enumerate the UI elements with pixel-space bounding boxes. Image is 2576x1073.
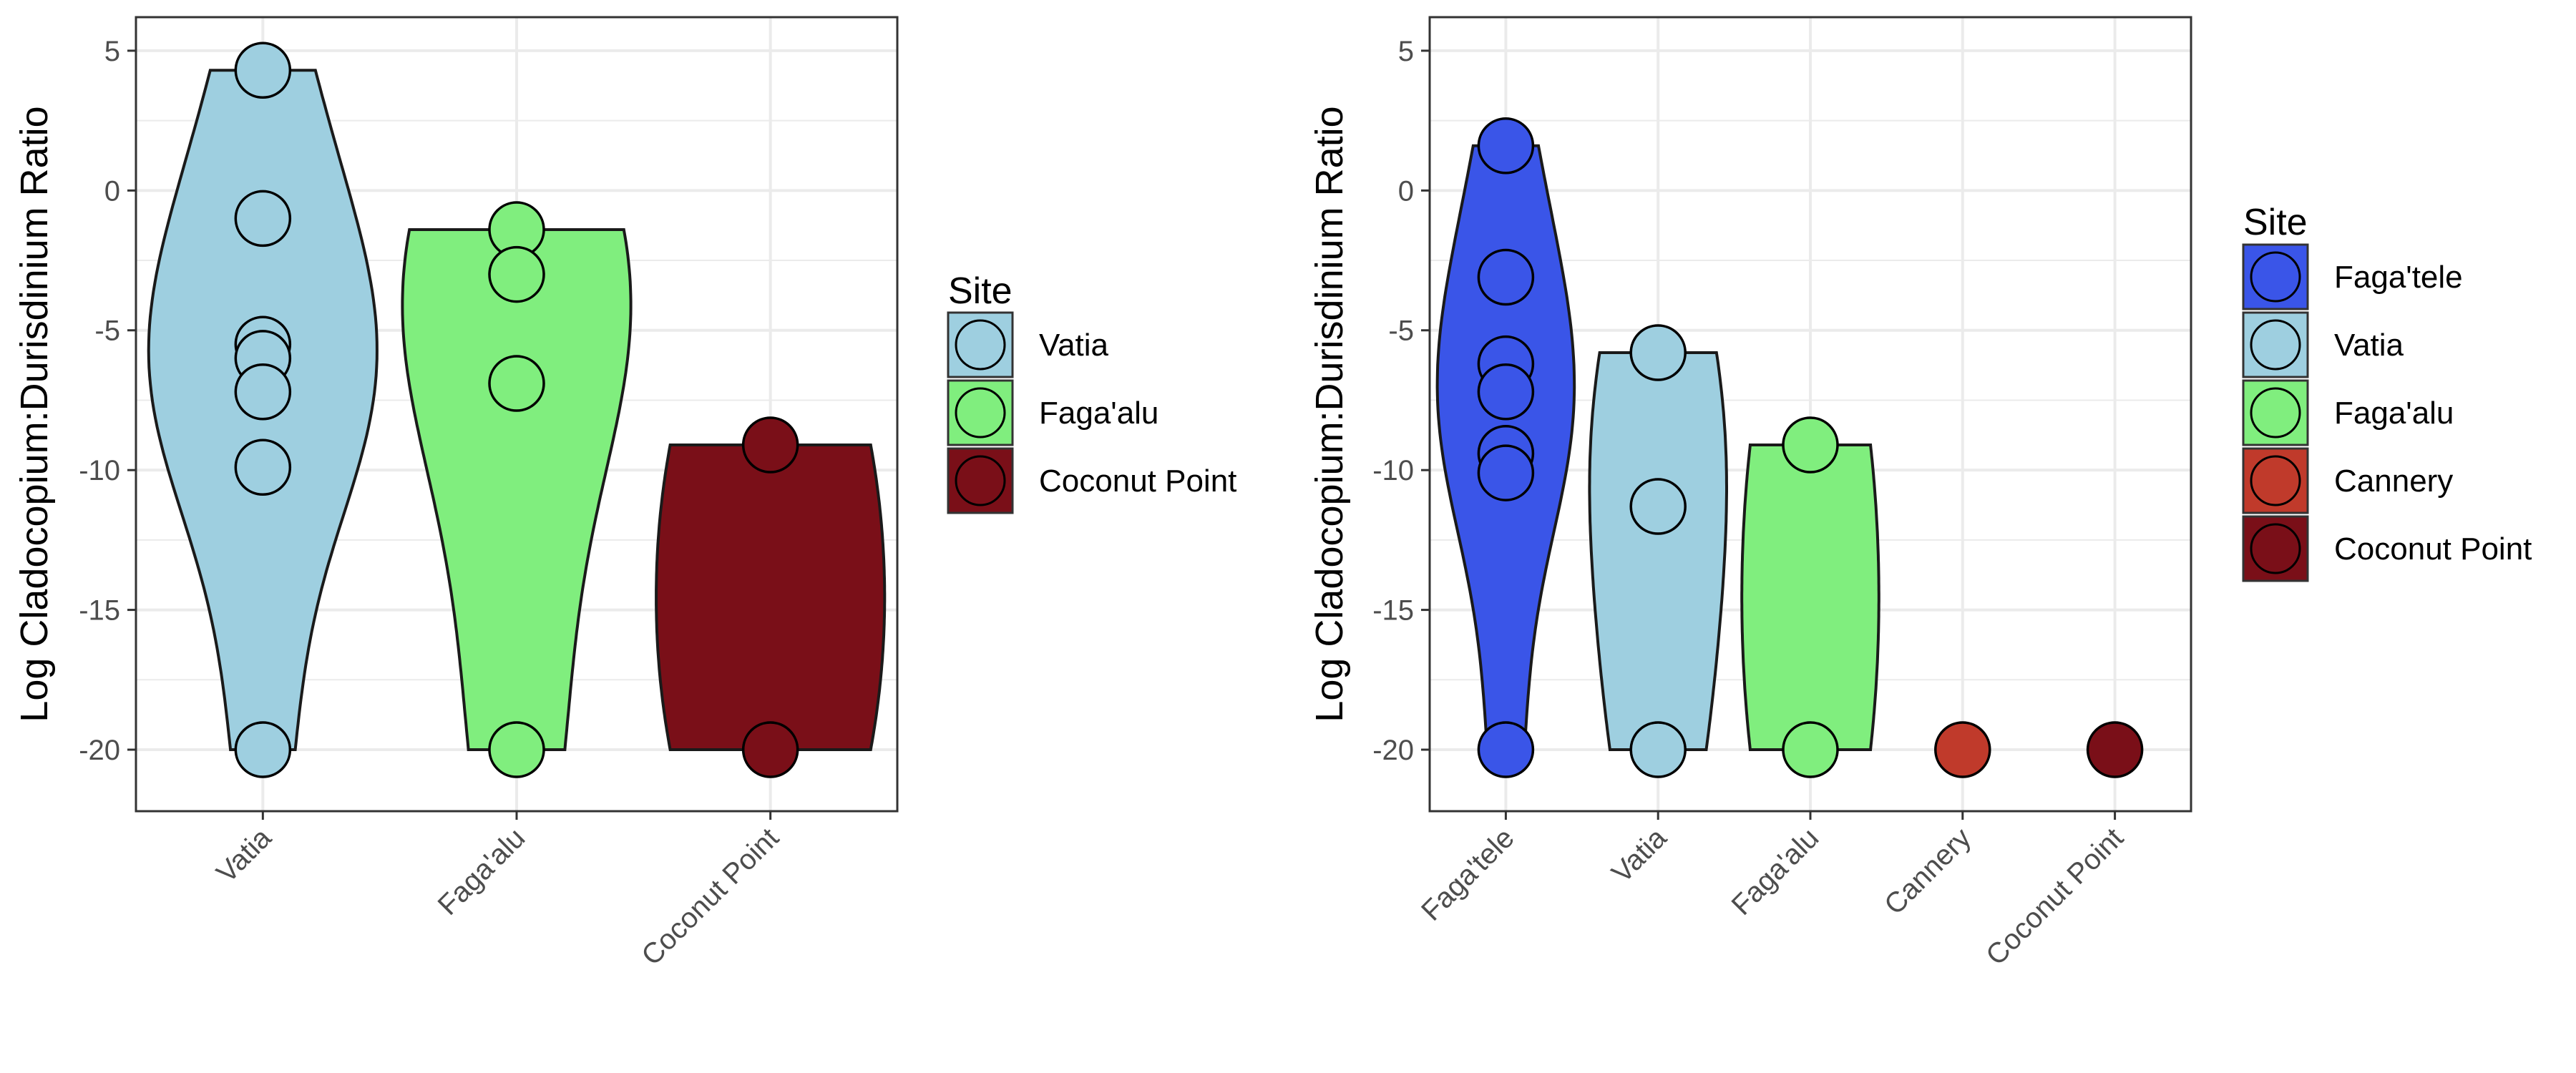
y-tick-label: -20 <box>1372 735 1414 766</box>
y-tick-label: -15 <box>1372 595 1414 627</box>
x-tick-label: Faga'tele <box>1415 822 1521 927</box>
y-tick-label: -10 <box>1372 455 1414 486</box>
x-tick-label: Faga'alu <box>432 822 532 921</box>
y-tick-label: 5 <box>104 36 120 67</box>
y-tick-label: -5 <box>94 315 120 347</box>
legend-label-coconut-point: Coconut Point <box>2334 531 2532 567</box>
legend-title: Site <box>948 270 1013 312</box>
violin-coconut-point <box>655 444 887 751</box>
point-faga-alu <box>1782 416 1839 474</box>
y-tick-label: -20 <box>79 735 120 766</box>
y-axis-title: Log Cladocopium:Durisdinium Ratio <box>13 106 56 722</box>
point-vatia <box>234 190 292 248</box>
legend-label-faga-tele: Faga'tele <box>2334 260 2463 295</box>
point-faga-tele <box>1477 248 1535 306</box>
legend-label-cannery: Cannery <box>2334 464 2453 499</box>
point-vatia <box>234 438 292 496</box>
point-vatia <box>234 363 292 421</box>
legend-key-point-vatia <box>2250 319 2301 371</box>
point-vatia <box>234 721 292 778</box>
point-faga-tele <box>1477 117 1535 175</box>
legend-key-point-coconut-point <box>955 455 1006 506</box>
x-tick-label: Vatia <box>1606 822 1673 889</box>
right-chart-panel: 5 0 -5 -10 -15 -20 Faga'tele Vatia Faga'alu Canne… <box>1308 16 2532 971</box>
point-vatia <box>1629 478 1687 535</box>
point-faga-alu <box>488 245 545 303</box>
legend-label-coconut-point: Coconut Point <box>1039 464 1236 499</box>
left-chart-panel: 5 0 -5 -10 -15 -20 Vatia Faga'alu Coconut Point L… <box>13 16 1236 971</box>
point-faga-alu <box>1782 721 1839 778</box>
violin-faga-alu <box>1740 444 1880 751</box>
point-coconut-point <box>741 721 799 778</box>
legend-key-point-coconut-point <box>2250 523 2301 574</box>
legend-label-vatia: Vatia <box>1039 328 1109 363</box>
legend-key-point-faga-tele <box>2250 251 2301 303</box>
x-tick-label: Vatia <box>210 822 278 889</box>
y-tick-label: 5 <box>1398 36 1414 67</box>
legend-label-faga-alu: Faga'alu <box>2334 396 2454 431</box>
point-faga-tele <box>1477 721 1535 778</box>
legend-key-point-cannery <box>2250 455 2301 506</box>
point-faga-tele <box>1477 363 1535 421</box>
y-tick-label: -5 <box>1388 315 1414 347</box>
x-tick-label: Faga'alu <box>1726 822 1825 921</box>
y-tick-label: -10 <box>79 455 120 486</box>
point-faga-alu <box>488 721 545 778</box>
y-tick-label: 0 <box>1398 175 1414 207</box>
point-cannery <box>1934 721 1991 778</box>
x-tick-label: Coconut Point <box>635 822 785 971</box>
legend-key-point-vatia <box>955 319 1006 371</box>
violin-faga-alu <box>401 228 633 751</box>
point-faga-alu <box>488 355 545 412</box>
legend-title: Site <box>2243 202 2308 243</box>
point-coconut-point <box>2086 721 2144 778</box>
violin-vatia <box>1588 351 1728 751</box>
y-axis-title: Log Cladocopium:Durisdinium Ratio <box>1308 106 1351 722</box>
point-vatia <box>1629 721 1687 778</box>
x-tick-label: Cannery <box>1878 822 1977 921</box>
y-tick-label: -15 <box>79 595 120 627</box>
point-faga-tele <box>1477 444 1535 501</box>
legend-key-point-faga-alu <box>2250 387 2301 438</box>
point-coconut-point <box>741 416 799 474</box>
legend-label-vatia: Vatia <box>2334 328 2404 363</box>
y-tick-label: 0 <box>104 175 120 207</box>
point-vatia <box>234 41 292 99</box>
x-tick-label: Coconut Point <box>1980 822 2129 971</box>
legend-label-faga-alu: Faga'alu <box>1039 396 1158 431</box>
legend: Site Vatia Faga'alu Coconut Point <box>947 270 1236 514</box>
point-vatia <box>1629 324 1687 381</box>
legend: Site Faga'tele Vatia Faga'alu Cannery Coconut… <box>2242 202 2532 582</box>
legend-key-point-faga-alu <box>955 387 1006 438</box>
